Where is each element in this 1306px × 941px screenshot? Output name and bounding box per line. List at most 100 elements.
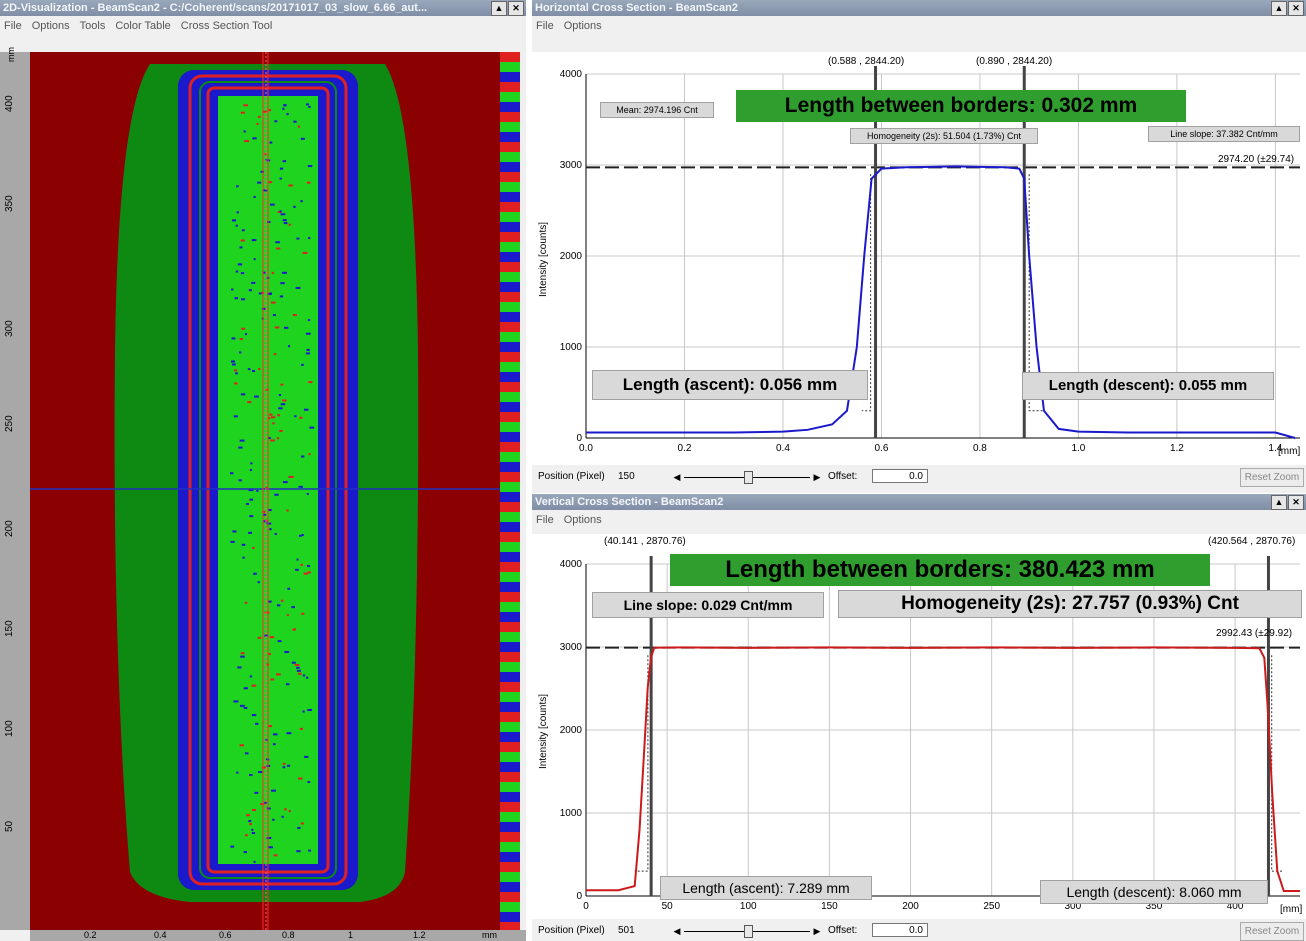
position-slider[interactable]: ◀ ▶ [672,925,822,938]
homogeneity-label: Homogeneity (2s): 27.757 (0.93%) Cnt [838,590,1302,618]
y-tick-label: 0 [576,433,582,444]
slider-right-arrow-icon[interactable]: ▶ [813,926,821,936]
close-icon[interactable]: ✕ [1288,495,1304,510]
x-tick-label: 300 [1064,901,1081,912]
x-tick-label: 1.0 [1071,443,1085,454]
x-ruler-unit: mm [482,930,497,940]
y-tick-label: 0 [576,891,582,902]
x-tick-label: 250 [983,901,1000,912]
x-tick-label: 1.2 [1170,443,1184,454]
y-ruler-tick: 250 [4,415,15,432]
x-ruler-tick: 0.6 [219,930,232,940]
beam-image[interactable] [30,52,500,930]
slider-left-arrow-icon[interactable]: ◀ [673,926,681,936]
x-tick-label: 350 [1146,901,1163,912]
menu-file[interactable]: File [536,514,554,526]
x-ruler-tick: 0.2 [84,930,97,940]
vertical-menubar: File Options [532,510,1306,530]
visualization-menubar: File Options Tools Color Table Cross Sec… [0,16,526,36]
line-slope-label: Line slope: 0.029 Cnt/mm [592,592,824,618]
right-border-coordinate: (420.564 , 2870.76) [1208,536,1296,547]
edge-guide [634,655,649,872]
y-tick-label: 4000 [560,69,583,80]
mean-label: Mean: 2974.196 Cnt [600,102,714,118]
slider-left-arrow-icon[interactable]: ◀ [673,472,681,482]
horizontal-menubar: File Options [532,16,1306,36]
menu-file[interactable]: File [536,20,554,32]
y-tick-label: 1000 [560,808,583,819]
slider-right-arrow-icon[interactable]: ▶ [813,472,821,482]
offset-label: Offset: [828,471,858,482]
x-tick-label: 0.2 [678,443,692,454]
vertical-y-axis-title: Intensity [counts] [538,693,549,769]
x-tick-label: 200 [902,901,919,912]
vertical-title: Vertical Cross Section - BeamScan2 [535,496,724,508]
y-tick-label: 2000 [560,251,583,262]
vertical-titlebar[interactable]: Vertical Cross Section - BeamScan2 ▲ ✕ [532,494,1306,510]
vertical-section-window: Vertical Cross Section - BeamScan2 ▲ ✕ F… [532,494,1306,941]
close-icon[interactable]: ✕ [508,1,524,16]
maximize-icon[interactable]: ▲ [491,1,507,16]
length-between-borders-label: Length between borders: 0.302 mm [736,90,1186,122]
color-table-strip[interactable] [500,52,520,930]
y-tick-label: 3000 [560,160,583,171]
slider-thumb[interactable] [744,471,753,484]
level-label: 2974.20 (±29.74) [1218,154,1295,165]
y-ruler: mm 400 350 300 250 200 150 100 50 [0,47,30,930]
x-tick-label: 0.0 [579,443,593,454]
menu-options[interactable]: Options [563,514,602,526]
vertical-x-unit: [mm] [1280,904,1303,915]
menu-file[interactable]: File [4,20,22,32]
y-tick-label: 4000 [560,559,583,570]
position-slider[interactable]: ◀ ▶ [672,471,822,484]
x-tick-label: 100 [740,901,757,912]
x-ruler-tick: 0.4 [154,930,167,940]
y-ruler-tick: 300 [4,320,15,337]
position-label: Position (Pixel) [538,471,605,482]
menu-options[interactable]: Options [563,20,602,32]
visualization-window: 2D-Visualization - BeamScan2 - C:/Cohere… [0,0,526,941]
line-slope-label: Line slope: 37.382 Cnt/mm [1148,126,1300,142]
offset-label: Offset: [828,925,858,936]
menu-color-table[interactable]: Color Table [115,20,171,32]
x-tick-label: 400 [1227,901,1244,912]
vertical-plot-panel: 0 50 100 150 200 250 300 350 400 0 1000 2000 3000 400… [532,534,1306,919]
horizontal-control-bar: Position (Pixel) 150 ◀ ▶ Offset: 0.0 Res… [532,467,1306,487]
x-tick-label: 1.4 [1268,443,1282,454]
menu-cross-section-tool[interactable]: Cross Section Tool [180,20,273,32]
offset-input[interactable]: 0.0 [872,923,928,937]
y-ruler-tick: 150 [4,620,15,637]
visualization-title: 2D-Visualization - BeamScan2 - C:/Cohere… [3,2,428,14]
reset-zoom-button[interactable]: Reset Zoom [1240,468,1304,487]
offset-input[interactable]: 0.0 [872,469,928,483]
edge-guide [1271,655,1284,872]
position-label: Position (Pixel) [538,925,605,936]
y-tick-label: 1000 [560,342,583,353]
visualization-titlebar[interactable]: 2D-Visualization - BeamScan2 - C:/Cohere… [0,0,526,16]
horizontal-plot-panel: 0.0 0.2 0.4 0.6 0.8 1.0 1.2 1.4 0 1000 2000 3000 400… [532,52,1306,465]
maximize-icon[interactable]: ▲ [1271,495,1287,510]
maximize-icon[interactable]: ▲ [1271,1,1287,16]
edge-guide [861,174,872,412]
position-value: 501 [618,925,635,936]
slider-thumb[interactable] [744,925,753,938]
y-ruler-tick: 400 [4,95,15,112]
length-between-borders-label: Length between borders: 380.423 mm [670,554,1210,586]
left-border-coordinate: (40.141 , 2870.76) [604,536,686,547]
left-border-coordinate: (0.588 , 2844.20) [828,56,905,67]
menu-options[interactable]: Options [31,20,70,32]
right-border-coordinate: (0.890 , 2844.20) [976,56,1053,67]
x-tick-label: 0.8 [973,443,987,454]
edge-guide [1028,174,1044,412]
x-ruler: 0.2 0.4 0.6 0.8 1 1.2 mm [30,930,526,941]
close-icon[interactable]: ✕ [1288,1,1304,16]
x-ruler-tick: 1 [348,930,354,940]
intensity-profile-line [586,646,1300,893]
x-tick-label: 0.4 [776,443,790,454]
y-ruler-tick: 50 [4,820,15,832]
horizontal-titlebar[interactable]: Horizontal Cross Section - BeamScan2 ▲ ✕ [532,0,1306,16]
y-ruler-tick: 350 [4,195,15,212]
y-ruler-tick: 200 [4,520,15,537]
reset-zoom-button[interactable]: Reset Zoom [1240,922,1304,941]
menu-tools[interactable]: Tools [79,20,106,32]
